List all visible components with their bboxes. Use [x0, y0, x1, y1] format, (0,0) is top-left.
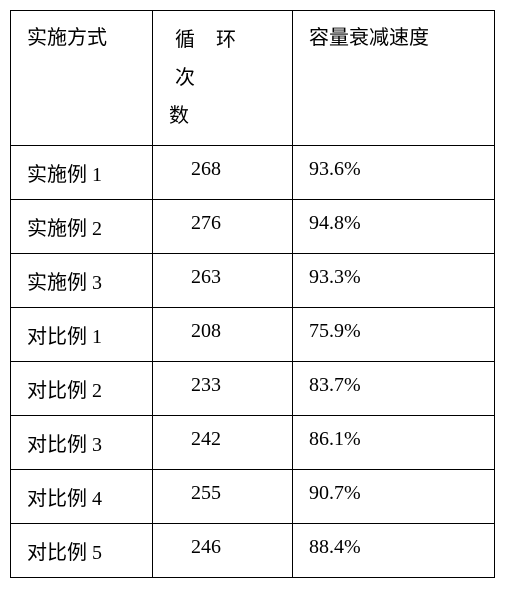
col-header-cycles-line2: 数: [169, 97, 280, 135]
cell-cycles: 233: [153, 362, 293, 416]
col-header-cycles-line1: 循 环 次: [169, 21, 280, 97]
col-header-cycles: 循 环 次 数: [153, 11, 293, 146]
table-row: 实施例 2 276 94.8%: [11, 200, 495, 254]
cell-cycles: 242: [153, 416, 293, 470]
cell-cycles: 255: [153, 470, 293, 524]
cell-rate: 93.6%: [293, 146, 495, 200]
table-row: 实施例 3 263 93.3%: [11, 254, 495, 308]
cell-rate: 93.3%: [293, 254, 495, 308]
cell-impl: 对比例 3: [11, 416, 153, 470]
cell-cycles: 246: [153, 524, 293, 578]
table-row: 对比例 4 255 90.7%: [11, 470, 495, 524]
table-row: 实施例 1 268 93.6%: [11, 146, 495, 200]
cell-cycles: 208: [153, 308, 293, 362]
cell-impl: 实施例 1: [11, 146, 153, 200]
results-table: 实施方式 循 环 次 数 容量衰减速度 实施例 1 268 93.6% 实施例 …: [10, 10, 495, 578]
table-row: 对比例 5 246 88.4%: [11, 524, 495, 578]
cell-rate: 88.4%: [293, 524, 495, 578]
cell-impl: 对比例 2: [11, 362, 153, 416]
cell-rate: 94.8%: [293, 200, 495, 254]
cell-rate: 75.9%: [293, 308, 495, 362]
table-body: 实施例 1 268 93.6% 实施例 2 276 94.8% 实施例 3 26…: [11, 146, 495, 578]
table-header-row: 实施方式 循 环 次 数 容量衰减速度: [11, 11, 495, 146]
cell-impl: 对比例 5: [11, 524, 153, 578]
cell-impl: 对比例 4: [11, 470, 153, 524]
table-row: 对比例 1 208 75.9%: [11, 308, 495, 362]
cell-cycles: 268: [153, 146, 293, 200]
col-header-rate: 容量衰减速度: [293, 11, 495, 146]
cell-rate: 86.1%: [293, 416, 495, 470]
cell-cycles: 276: [153, 200, 293, 254]
cell-cycles: 263: [153, 254, 293, 308]
table-row: 对比例 3 242 86.1%: [11, 416, 495, 470]
cell-impl: 实施例 3: [11, 254, 153, 308]
results-table-container: 实施方式 循 环 次 数 容量衰减速度 实施例 1 268 93.6% 实施例 …: [10, 10, 495, 578]
col-header-implementation: 实施方式: [11, 11, 153, 146]
table-row: 对比例 2 233 83.7%: [11, 362, 495, 416]
cell-impl: 对比例 1: [11, 308, 153, 362]
cell-impl: 实施例 2: [11, 200, 153, 254]
cell-rate: 83.7%: [293, 362, 495, 416]
cell-rate: 90.7%: [293, 470, 495, 524]
